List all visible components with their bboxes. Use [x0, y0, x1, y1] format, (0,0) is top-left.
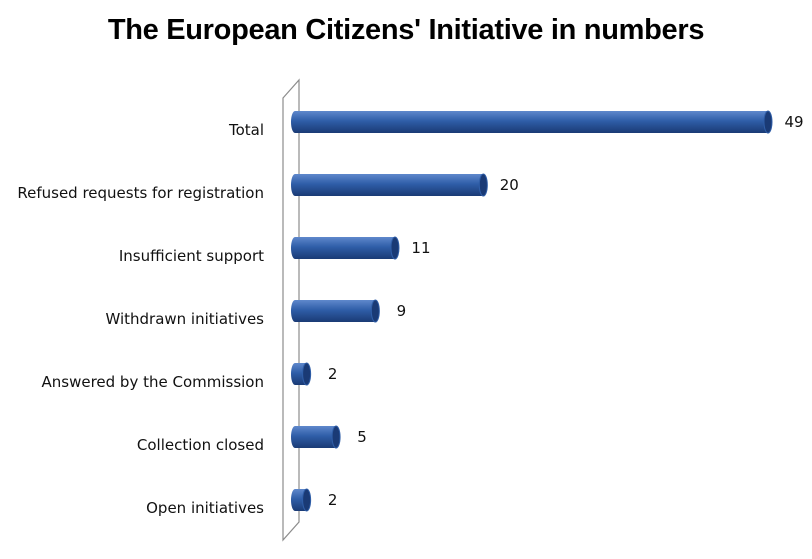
- category-label: Total: [228, 121, 264, 139]
- value-label: 2: [328, 365, 338, 383]
- bars-group: [291, 110, 773, 512]
- value-label: 11: [411, 239, 430, 257]
- bar-body: [291, 237, 399, 259]
- bar-3: [291, 299, 380, 323]
- bar-cap: [390, 236, 400, 260]
- bar-cap: [331, 425, 341, 449]
- value-label: 5: [357, 428, 367, 446]
- value-label: 9: [397, 302, 407, 320]
- bar-5: [291, 425, 341, 449]
- value-labels: 49 20 11 9 2 5 2: [328, 113, 804, 509]
- bar-6: [291, 488, 312, 512]
- bar-4: [291, 362, 312, 386]
- bar-body: [291, 174, 488, 196]
- category-label: Open initiatives: [146, 499, 264, 517]
- bar-body: [291, 111, 772, 133]
- bar-0: [291, 110, 773, 134]
- category-label: Collection closed: [137, 436, 264, 454]
- category-label: Answered by the Commission: [41, 373, 264, 391]
- category-label: Insufficient support: [119, 247, 264, 265]
- value-label: 20: [500, 176, 519, 194]
- category-label: Withdrawn initiatives: [105, 310, 264, 328]
- bar-2: [291, 236, 400, 260]
- bar-cap: [370, 299, 380, 323]
- bar-cap: [763, 110, 773, 134]
- category-labels: Total Refused requests for registration In…: [17, 121, 264, 517]
- bar-body: [291, 300, 380, 322]
- bar-cap: [302, 362, 312, 386]
- chart-title: The European Citizens' Initiative in num…: [107, 14, 705, 46]
- bar-1: [291, 173, 488, 197]
- bar-cap: [302, 488, 312, 512]
- value-label: 49: [784, 113, 803, 131]
- bar-body: [291, 426, 341, 448]
- bar-cap: [478, 173, 488, 197]
- category-label: Refused requests for registration: [17, 184, 264, 202]
- value-label: 2: [328, 491, 338, 509]
